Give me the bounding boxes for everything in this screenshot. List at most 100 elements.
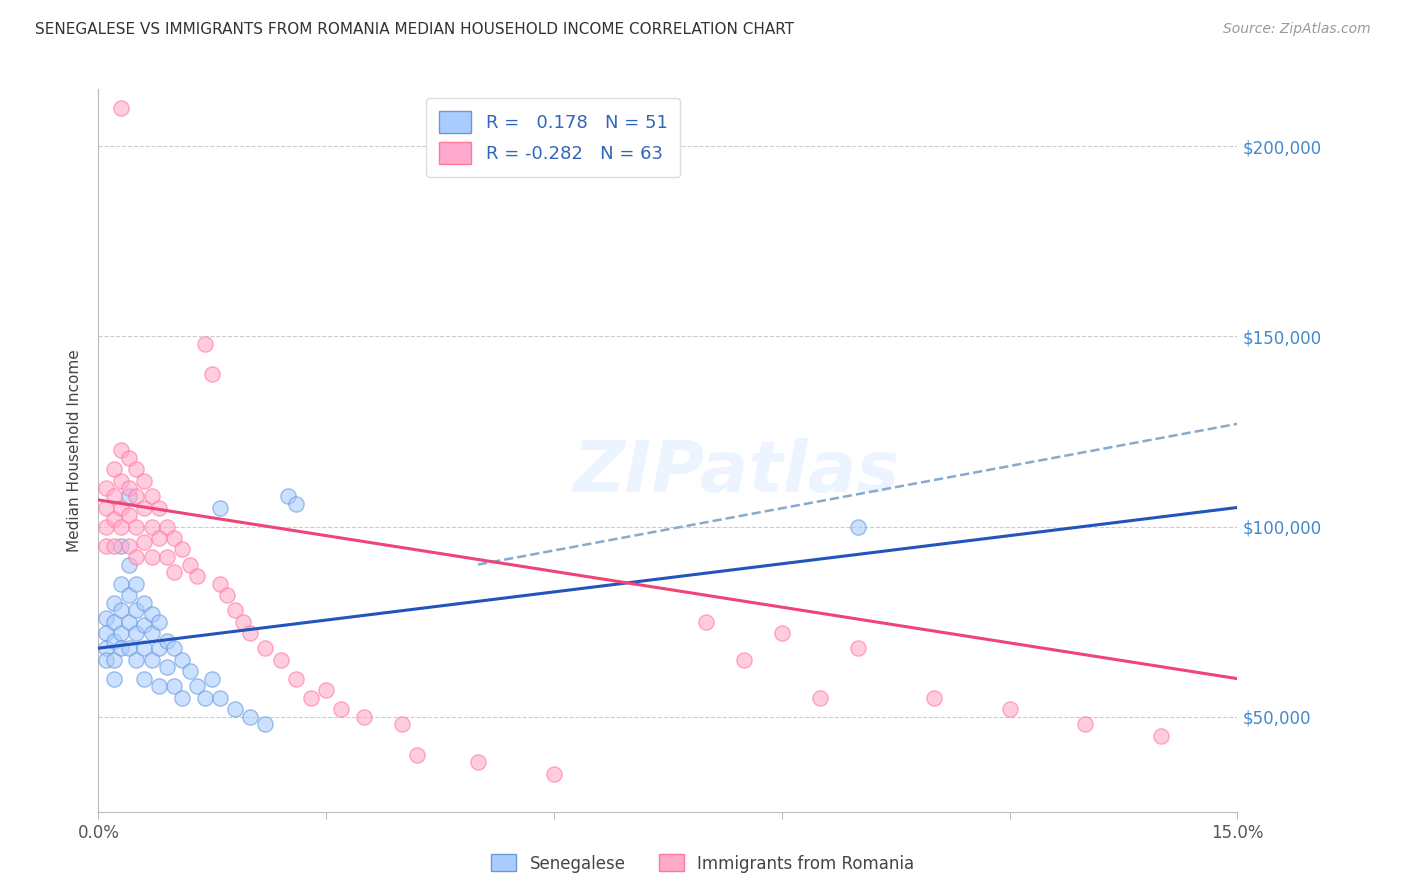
Point	[315, 683, 337, 698]
Point	[132, 474, 155, 488]
Point	[94, 626, 117, 640]
Point	[156, 660, 179, 674]
Point	[103, 672, 125, 686]
Point	[186, 679, 208, 693]
Point	[125, 603, 148, 617]
Point	[1074, 717, 1097, 731]
Point	[141, 549, 163, 564]
Point	[170, 542, 193, 557]
Point	[770, 626, 793, 640]
Point	[170, 690, 193, 705]
Point	[110, 641, 132, 656]
Point	[110, 576, 132, 591]
Point	[254, 641, 277, 656]
Point	[201, 672, 224, 686]
Point	[808, 690, 831, 705]
Legend: R =   0.178   N = 51, R = -0.282   N = 63: R = 0.178 N = 51, R = -0.282 N = 63	[426, 98, 681, 177]
Point	[239, 626, 262, 640]
Point	[156, 549, 179, 564]
Point	[110, 101, 132, 115]
Point	[110, 443, 132, 458]
Point	[110, 603, 132, 617]
Point	[94, 539, 117, 553]
Point	[467, 756, 489, 770]
Point	[270, 652, 292, 666]
Point	[132, 500, 155, 515]
Point	[132, 672, 155, 686]
Point	[277, 489, 299, 503]
Point	[224, 702, 246, 716]
Point	[94, 641, 117, 656]
Point	[543, 766, 565, 780]
Text: Source: ZipAtlas.com: Source: ZipAtlas.com	[1223, 22, 1371, 37]
Point	[118, 539, 141, 553]
Legend: Senegalese, Immigrants from Romania: Senegalese, Immigrants from Romania	[485, 847, 921, 880]
Point	[103, 615, 125, 629]
Point	[110, 500, 132, 515]
Point	[125, 519, 148, 533]
Point	[110, 474, 132, 488]
Point	[391, 717, 413, 731]
Point	[118, 451, 141, 466]
Point	[103, 596, 125, 610]
Point	[846, 519, 869, 533]
Point	[118, 641, 141, 656]
Point	[110, 626, 132, 640]
Point	[141, 607, 163, 621]
Point	[141, 626, 163, 640]
Point	[103, 539, 125, 553]
Point	[922, 690, 945, 705]
Point	[94, 652, 117, 666]
Point	[132, 534, 155, 549]
Point	[94, 482, 117, 496]
Point	[110, 519, 132, 533]
Point	[148, 679, 170, 693]
Point	[132, 596, 155, 610]
Point	[998, 702, 1021, 716]
Point	[163, 565, 186, 579]
Point	[110, 539, 132, 553]
Point	[125, 462, 148, 476]
Point	[695, 615, 717, 629]
Point	[94, 611, 117, 625]
Text: SENEGALESE VS IMMIGRANTS FROM ROMANIA MEDIAN HOUSEHOLD INCOME CORRELATION CHART: SENEGALESE VS IMMIGRANTS FROM ROMANIA ME…	[35, 22, 794, 37]
Point	[132, 641, 155, 656]
Point	[201, 368, 224, 382]
Point	[125, 652, 148, 666]
Y-axis label: Median Household Income: Median Household Income	[67, 349, 83, 552]
Point	[94, 519, 117, 533]
Point	[179, 558, 201, 572]
Point	[118, 615, 141, 629]
Point	[141, 652, 163, 666]
Point	[406, 747, 429, 762]
Point	[846, 641, 869, 656]
Text: ZIPatlas: ZIPatlas	[572, 438, 900, 507]
Point	[1150, 729, 1173, 743]
Point	[118, 508, 141, 522]
Point	[118, 588, 141, 602]
Point	[186, 569, 208, 583]
Point	[208, 576, 231, 591]
Point	[94, 500, 117, 515]
Point	[125, 576, 148, 591]
Point	[163, 641, 186, 656]
Point	[103, 489, 125, 503]
Point	[125, 549, 148, 564]
Point	[148, 531, 170, 545]
Point	[103, 512, 125, 526]
Point	[118, 489, 141, 503]
Point	[733, 652, 755, 666]
Point	[194, 690, 217, 705]
Point	[208, 500, 231, 515]
Point	[217, 588, 239, 602]
Point	[170, 652, 193, 666]
Point	[141, 489, 163, 503]
Point	[156, 633, 179, 648]
Point	[141, 519, 163, 533]
Point	[353, 709, 375, 723]
Point	[148, 641, 170, 656]
Point	[239, 709, 262, 723]
Point	[163, 679, 186, 693]
Point	[208, 690, 231, 705]
Point	[194, 337, 217, 351]
